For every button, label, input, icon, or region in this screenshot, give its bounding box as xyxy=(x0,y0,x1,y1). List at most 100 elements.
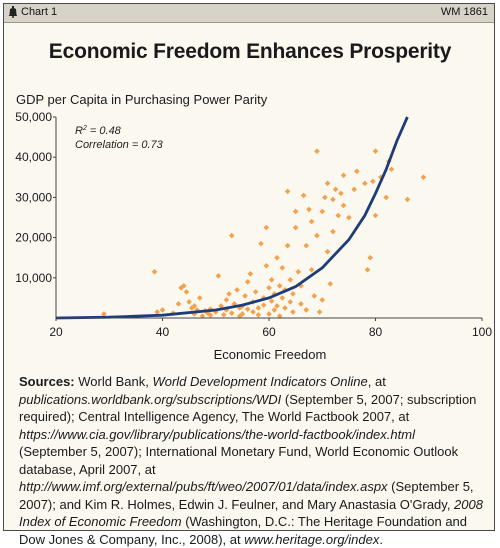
data-point xyxy=(196,295,203,301)
data-point xyxy=(367,254,373,261)
data-point xyxy=(234,287,240,293)
data-point xyxy=(306,206,312,213)
data-point xyxy=(404,196,411,203)
data-point xyxy=(231,301,238,307)
data-point xyxy=(215,272,222,279)
data-point xyxy=(268,277,275,283)
data-point xyxy=(290,309,296,315)
data-point xyxy=(362,180,368,187)
data-point xyxy=(300,192,307,199)
data-point xyxy=(250,309,256,315)
data-point xyxy=(236,313,243,319)
data-point xyxy=(260,302,267,308)
correlation-annotation: Correlation = 0.73 xyxy=(75,139,164,151)
data-point xyxy=(287,277,294,283)
data-point xyxy=(258,240,264,247)
data-point xyxy=(322,194,328,201)
data-point xyxy=(191,303,198,309)
data-point xyxy=(271,307,278,313)
data-point xyxy=(276,283,283,289)
data-point xyxy=(324,248,331,255)
data-point xyxy=(101,311,107,317)
data-point xyxy=(319,208,326,215)
data-point xyxy=(311,293,318,299)
data-point xyxy=(303,307,310,313)
x-tick-label: 40 xyxy=(156,325,170,339)
data-point xyxy=(194,307,200,313)
source-heritage-url: www.heritage.org/index xyxy=(244,531,380,547)
chart-title: Economic Freedom Enhances Prosperity xyxy=(48,40,452,63)
data-point xyxy=(303,242,310,249)
chart-tag-label: Chart 1 xyxy=(21,6,58,18)
x-tick-label: 20 xyxy=(49,325,63,339)
data-point xyxy=(284,242,291,249)
data-point xyxy=(292,208,299,215)
data-point xyxy=(228,310,235,316)
report-id: WM 1861 xyxy=(440,6,488,18)
data-point xyxy=(178,285,184,291)
data-point xyxy=(340,202,347,209)
data-point xyxy=(346,214,352,221)
data-point xyxy=(199,313,206,319)
data-point xyxy=(319,297,326,303)
data-point xyxy=(236,305,243,311)
data-point xyxy=(279,295,286,301)
data-point xyxy=(378,174,384,181)
data-point xyxy=(308,218,315,225)
data-point xyxy=(370,178,376,185)
data-point xyxy=(292,224,299,231)
data-point xyxy=(287,299,294,305)
y-tick-label: 10,000 xyxy=(15,271,52,285)
y-tick-label: 20,000 xyxy=(15,231,52,245)
y-tick-label: 40,000 xyxy=(15,150,52,164)
data-point xyxy=(220,311,227,318)
data-point xyxy=(186,299,192,305)
scatter-chart: GDP per Capita in Purchasing Power Parit… xyxy=(15,92,492,362)
data-point xyxy=(274,254,280,261)
data-point xyxy=(218,303,224,309)
data-point xyxy=(314,148,320,154)
data-point xyxy=(247,270,254,277)
data-point xyxy=(338,190,344,197)
data-point xyxy=(354,168,360,175)
source-wdi-title: World Development Indicators Online xyxy=(152,374,368,389)
data-point xyxy=(266,311,272,317)
x-axis-label: Economic Freedom xyxy=(214,347,327,362)
data-point xyxy=(420,174,427,181)
data-point xyxy=(383,194,389,201)
data-point xyxy=(175,301,182,307)
trend-line xyxy=(55,116,409,320)
data-point xyxy=(290,291,296,297)
data-point xyxy=(207,312,214,318)
chart-tag: Chart 1 xyxy=(8,6,57,18)
source-index-title: 2008 Index of Economic Freedom xyxy=(19,496,483,530)
chart-frame: Chart 1 WM 1861 xyxy=(3,3,495,531)
data-point xyxy=(181,283,187,289)
source-cia-url: https://www.cia.gov/library/publications… xyxy=(19,426,415,442)
data-point xyxy=(284,188,291,195)
data-point xyxy=(252,289,259,295)
data-point xyxy=(159,307,166,313)
data-point xyxy=(351,186,357,193)
data-point xyxy=(274,303,280,309)
source-imf-url: http://www.imf.org/external/pubs/ft/weo/… xyxy=(19,479,388,494)
data-point xyxy=(191,311,198,317)
data-point xyxy=(282,305,288,311)
data-point xyxy=(330,196,336,203)
data-point xyxy=(314,232,320,239)
data-point xyxy=(330,228,336,235)
data-point xyxy=(276,313,283,319)
data-point xyxy=(340,172,347,179)
x-tick-label: 60 xyxy=(262,325,276,339)
data-point xyxy=(228,232,235,239)
data-point xyxy=(244,306,251,312)
r2-annotation: R2 = 0.48 xyxy=(75,125,122,137)
y-axis-label: GDP per Capita in Purchasing Power Parit… xyxy=(16,92,268,107)
y-tick-label: 50,000 xyxy=(15,110,52,124)
data-point xyxy=(279,264,286,271)
liberty-bell-icon xyxy=(8,6,18,18)
data-point xyxy=(255,311,262,318)
data-point xyxy=(223,297,230,303)
header-bar: Chart 1 WM 1861 xyxy=(4,4,494,23)
data-point xyxy=(266,285,272,291)
